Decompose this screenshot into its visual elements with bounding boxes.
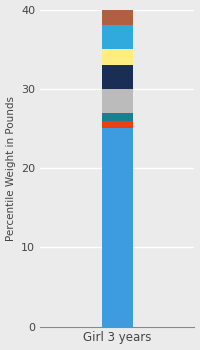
- Bar: [102, 9, 133, 26]
- Bar: [102, 89, 133, 113]
- Bar: [102, 113, 133, 120]
- Bar: [102, 65, 133, 89]
- Bar: [102, 128, 133, 327]
- Y-axis label: Percentile Weight in Pounds: Percentile Weight in Pounds: [6, 96, 16, 240]
- Bar: [102, 49, 133, 65]
- Bar: [102, 26, 133, 49]
- Bar: [102, 120, 133, 128]
